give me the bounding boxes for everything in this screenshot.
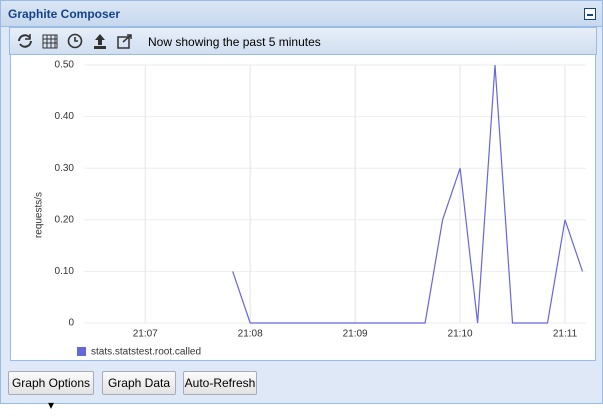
button-label: Graph Options <box>11 376 91 390</box>
y-tick-label: 0.50 <box>55 60 75 71</box>
x-tick-label: 21:10 <box>448 329 473 340</box>
x-tick-label: 21:09 <box>343 329 368 340</box>
legend-label: stats.statstest.root.called <box>91 347 201 358</box>
clock-icon[interactable] <box>67 33 83 49</box>
toolbar-icons <box>18 33 132 49</box>
y-tick-label: 0.30 <box>55 163 75 174</box>
x-tick-label: 21:07 <box>133 329 158 340</box>
share-icon[interactable] <box>117 34 132 49</box>
refresh-icon[interactable] <box>18 34 32 48</box>
legend-swatch <box>77 347 86 356</box>
y-tick-label: 0.10 <box>55 266 75 277</box>
x-tick-label: 21:11 <box>553 329 578 340</box>
auto-refresh-button[interactable]: Auto-Refresh <box>183 371 257 395</box>
x-tick-label: 21:08 <box>238 329 263 340</box>
title-bar: Graphite Composer <box>1 1 602 27</box>
window-title: Graphite Composer <box>8 7 121 21</box>
calendar-icon[interactable] <box>42 34 58 49</box>
graph-data-button[interactable]: Graph Data <box>102 371 176 395</box>
upload-icon[interactable] <box>94 34 106 49</box>
y-axis-label: requests/s <box>34 192 45 238</box>
series-line <box>232 64 584 324</box>
toolbar: Now showing the past 5 minutes <box>9 27 597 55</box>
y-tick-label: 0 <box>68 318 74 329</box>
y-tick-label: 0.20 <box>55 214 75 225</box>
chart: requests/s 0 0.10 0.20 0.30 0.40 0.50 21:07 21:… <box>10 54 596 361</box>
graph-options-button[interactable]: Graph Options ▾ <box>8 371 94 412</box>
collapse-button[interactable] <box>584 8 596 20</box>
status-text: Now showing the past 5 minutes <box>148 35 321 49</box>
y-tick-label: 0.40 <box>55 111 75 122</box>
